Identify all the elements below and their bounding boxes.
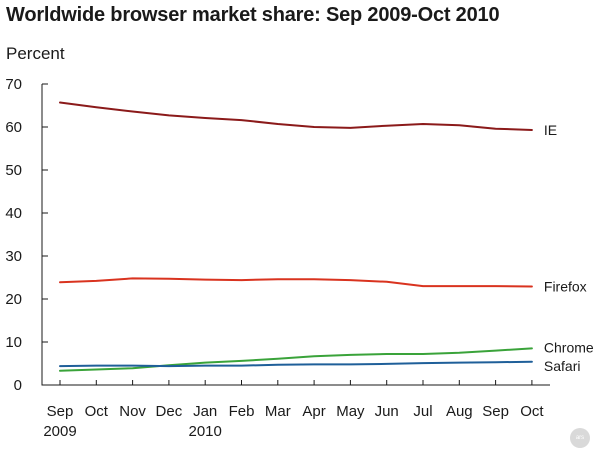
y-tick-label: 0: [14, 377, 22, 394]
y-tick-label: 40: [5, 205, 22, 222]
series-label-ie: IE: [544, 122, 557, 138]
series-line-firefox: [59, 277, 533, 288]
x-tick-label: Jun: [375, 403, 399, 420]
series-line-safari: [59, 360, 533, 368]
x-tick-label: Jan: [193, 403, 217, 420]
y-tick-label: 10: [5, 334, 22, 351]
series-label-firefox: Firefox: [544, 279, 587, 295]
chart-title: Worldwide browser market share: Sep 2009…: [6, 4, 500, 26]
y-tick-label: 20: [5, 291, 22, 308]
x-tick-label: Oct: [85, 403, 109, 420]
y-tick-label: 60: [5, 119, 22, 136]
x-year-label: 2009: [43, 423, 76, 440]
ars-watermark-logo: ars: [570, 428, 590, 448]
x-tick-label: Nov: [119, 403, 146, 420]
x-tick-label: Aug: [446, 403, 473, 420]
x-tick-label: Jul: [413, 403, 432, 420]
x-year-label: 2010: [189, 423, 222, 440]
y-axis-label: Percent: [6, 44, 65, 63]
series-label-chrome: Chrome: [544, 339, 594, 355]
x-tick-label: Apr: [302, 403, 325, 420]
x-tick-label: Mar: [265, 403, 291, 420]
x-tick-label: Oct: [520, 403, 544, 420]
x-tick-label: May: [336, 403, 365, 420]
y-tick-label: 30: [5, 248, 22, 265]
series-line-ie: [59, 101, 533, 131]
x-tick-label: Dec: [156, 403, 183, 420]
y-tick-label: 70: [5, 76, 22, 93]
series-label-safari: Safari: [544, 358, 581, 374]
x-tick-label: Feb: [229, 403, 255, 420]
x-tick-label: Sep: [482, 403, 509, 420]
y-tick-label: 50: [5, 162, 22, 179]
series-line-chrome: [59, 347, 533, 372]
x-tick-label: Sep: [47, 403, 74, 420]
